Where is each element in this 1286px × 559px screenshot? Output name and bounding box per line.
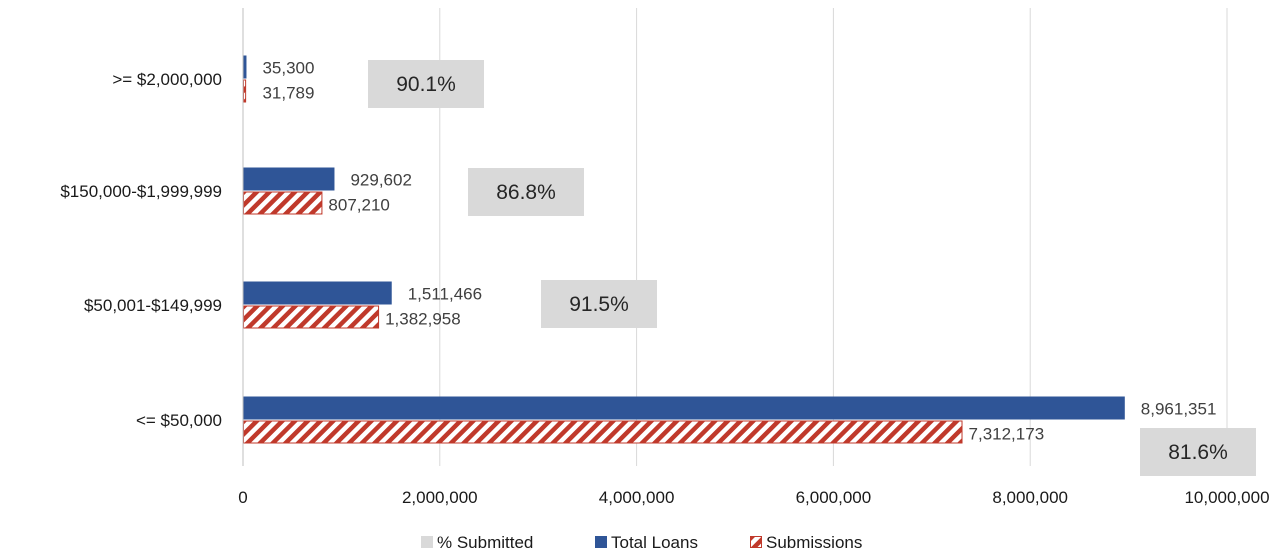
category-label: >= $2,000,000	[112, 70, 222, 89]
category-label: $50,001-$149,999	[84, 296, 222, 315]
grid-lines	[439, 8, 1228, 466]
x-tick-label: 0	[238, 488, 247, 507]
axes: 0 2,000,000 4,000,000 6,000,000 8,000,000 10,…	[60, 8, 1270, 507]
x-tick-label: 6,000,000	[796, 488, 872, 507]
legend-label: % Submitted	[437, 533, 533, 552]
total-loans-value: 929,602	[350, 171, 411, 190]
percent-submitted-label: 81.6%	[1168, 441, 1228, 464]
x-tick-label: 10,000,000	[1184, 488, 1269, 507]
total-loans-value: 1,511,466	[408, 285, 482, 304]
total-loans-bar	[243, 281, 392, 305]
percent-submitted-label: 86.8%	[496, 181, 556, 204]
category-label: <= $50,000	[136, 411, 222, 430]
submissions-bar	[243, 420, 963, 444]
bars	[243, 55, 1125, 444]
legend-label: Submissions	[766, 533, 862, 552]
total-loans-bar	[243, 396, 1125, 420]
x-tick-label: 2,000,000	[402, 488, 478, 507]
submissions-bar	[243, 79, 247, 103]
percent-submitted-box	[368, 60, 484, 108]
submissions-value: 31,789	[262, 84, 314, 103]
total-loans-bar	[243, 55, 247, 79]
percent-submitted-label: 91.5%	[569, 293, 629, 316]
submissions-value: 7,312,173	[969, 425, 1045, 444]
legend-swatch-submissions	[750, 536, 762, 548]
percent-submitted-box	[1140, 428, 1256, 476]
x-tick-label: 4,000,000	[599, 488, 675, 507]
submissions-value: 807,210	[328, 196, 389, 215]
legend-label: Total Loans	[611, 533, 698, 552]
total-loans-value: 35,300	[262, 59, 314, 78]
total-loans-bar	[243, 167, 335, 191]
legend-swatch-percent-submitted	[421, 536, 433, 548]
total-loans-value: 8,961,351	[1141, 400, 1217, 419]
submissions-bar	[243, 305, 380, 329]
percent-submitted-box	[468, 168, 584, 216]
legend: % Submitted Total Loans Submissions	[421, 533, 862, 552]
data-labels: 35,300 31,789 90.1% 929,602 807,210 86.8% 1,51…	[262, 59, 1256, 476]
submissions-value: 1,382,958	[385, 310, 461, 329]
percent-submitted-box	[541, 280, 657, 328]
submissions-bar	[243, 191, 323, 215]
x-tick-label: 8,000,000	[992, 488, 1068, 507]
percent-submitted-label: 90.1%	[396, 73, 456, 96]
legend-swatch-total-loans	[595, 536, 607, 548]
category-label: $150,000-$1,999,999	[60, 182, 222, 201]
